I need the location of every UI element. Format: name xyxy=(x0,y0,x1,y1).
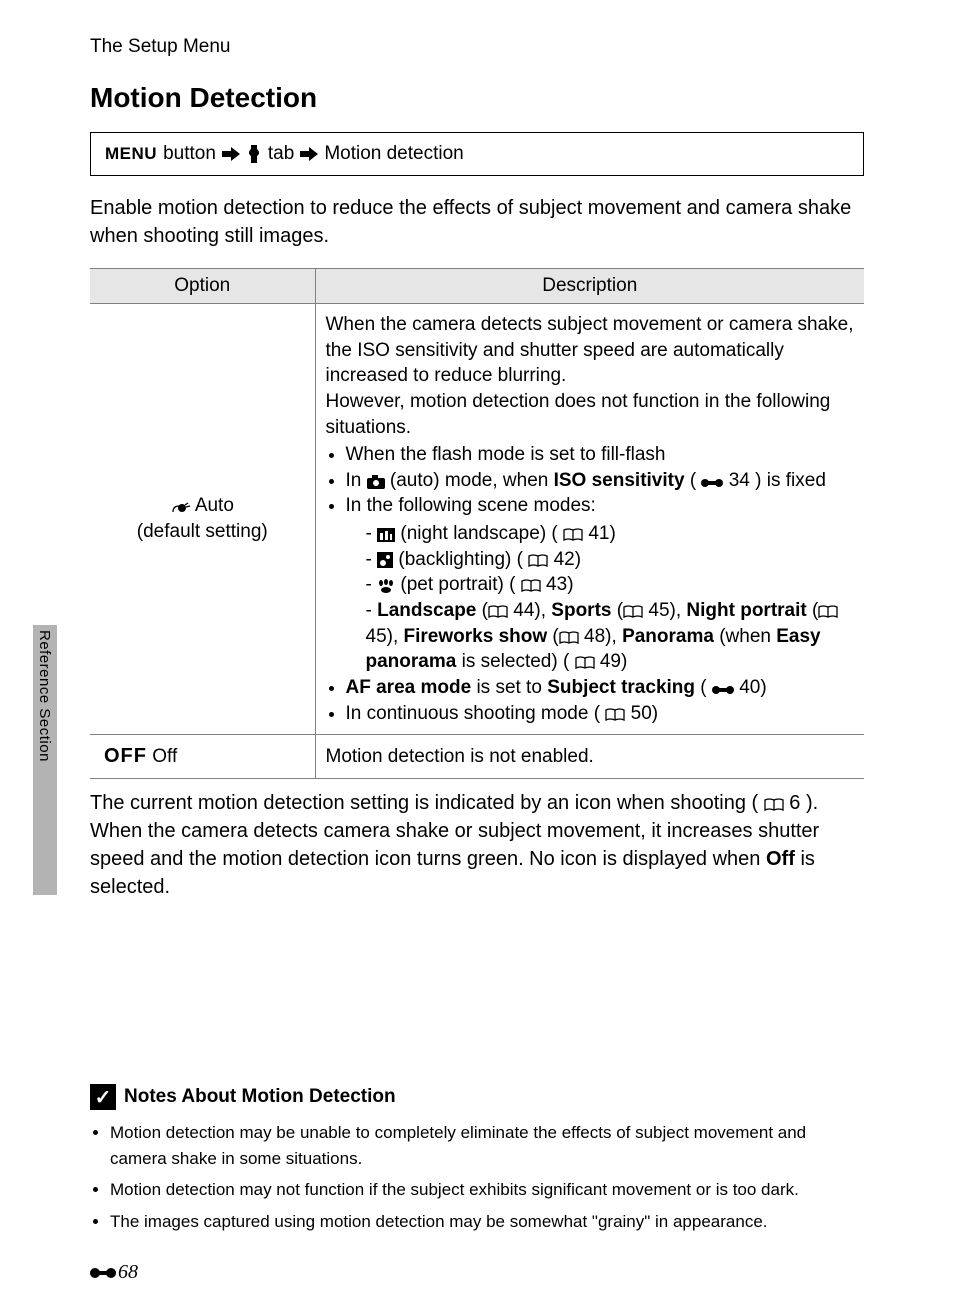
scene-item: Landscape ( 44), Sports ( 45), Night por… xyxy=(366,598,855,675)
arrow-right-icon xyxy=(222,146,240,162)
book-ref-icon xyxy=(563,528,583,542)
check-icon: ✓ xyxy=(90,1084,116,1110)
nav-word-button: button xyxy=(163,143,216,165)
off-glyph: OFF xyxy=(104,745,147,767)
nav-destination: Motion detection xyxy=(324,143,463,165)
book-ref-icon xyxy=(559,631,579,645)
segment-ref-icon xyxy=(90,1266,116,1280)
menu-button-label: MENU xyxy=(105,144,157,164)
pet-icon xyxy=(377,579,395,593)
auto-desc-p1: When the camera detects subject movement… xyxy=(326,312,855,389)
wrench-icon xyxy=(246,145,262,163)
auto-bullet: In continuous shooting mode ( 50) xyxy=(346,701,855,727)
nav-word-tab: tab xyxy=(268,143,294,165)
page-root: The Setup Menu Motion Detection MENU but… xyxy=(0,0,954,1314)
scene-item: (backlighting) ( 42) xyxy=(366,547,855,573)
book-ref-icon xyxy=(623,605,643,619)
table-row: OFF Off Motion detection is not enabled. xyxy=(90,735,864,779)
note-item: Motion detection may not function if the… xyxy=(110,1177,864,1203)
night-landscape-icon xyxy=(377,528,395,542)
option-auto-label: Auto xyxy=(195,495,234,516)
scene-item: (pet portrait) ( 43) xyxy=(366,572,855,598)
auto-bullet: In the following scene modes: (night lan… xyxy=(346,493,855,674)
table-row: Auto (default setting) When the camera d… xyxy=(90,304,864,735)
page-number: 68 xyxy=(90,1261,138,1284)
note-item: Motion detection may be unable to comple… xyxy=(110,1120,864,1171)
intro-text: Enable motion detection to reduce the ef… xyxy=(90,194,864,250)
scene-item: (night landscape) ( 41) xyxy=(366,521,855,547)
auto-bullet: AF area mode is set to Subject tracking … xyxy=(346,675,855,701)
notes-block: ✓ Notes About Motion Detection Motion de… xyxy=(90,1084,864,1240)
book-ref-icon xyxy=(521,579,541,593)
side-tab-label: Reference Section xyxy=(36,630,53,762)
auto-bullet: In (auto) mode, when ISO sensitivity ( 3… xyxy=(346,468,855,494)
notes-heading: Notes About Motion Detection xyxy=(124,1086,396,1108)
off-desc: Motion detection is not enabled. xyxy=(315,735,864,779)
option-auto-sub: (default setting) xyxy=(100,519,305,545)
auto-bullet: When the flash mode is set to fill-flash xyxy=(346,442,855,468)
book-ref-icon xyxy=(528,554,548,568)
segment-ref-icon xyxy=(701,477,723,489)
after-table-text: The current motion detection setting is … xyxy=(90,789,864,901)
segment-ref-icon xyxy=(712,684,734,696)
camera-icon xyxy=(367,475,385,489)
book-ref-icon xyxy=(818,605,838,619)
chapter-label: The Setup Menu xyxy=(90,36,864,58)
backlighting-icon xyxy=(377,552,393,568)
col-option: Option xyxy=(90,269,315,304)
arrow-right-icon xyxy=(300,146,318,162)
book-ref-icon xyxy=(764,798,784,812)
option-off-label: Off xyxy=(152,746,177,767)
book-ref-icon xyxy=(575,656,595,670)
col-description: Description xyxy=(315,269,864,304)
page-title: Motion Detection xyxy=(90,82,864,114)
auto-desc-p2: However, motion detection does not funct… xyxy=(326,389,855,440)
breadcrumb: MENU button tab Motion detection xyxy=(90,132,864,176)
book-ref-icon xyxy=(488,605,508,619)
book-ref-icon xyxy=(605,708,625,722)
option-auto: Auto xyxy=(100,493,305,519)
note-item: The images captured using motion detecti… xyxy=(110,1209,864,1235)
options-table: Option Description Auto (default setting… xyxy=(90,268,864,779)
motion-icon xyxy=(171,498,191,514)
